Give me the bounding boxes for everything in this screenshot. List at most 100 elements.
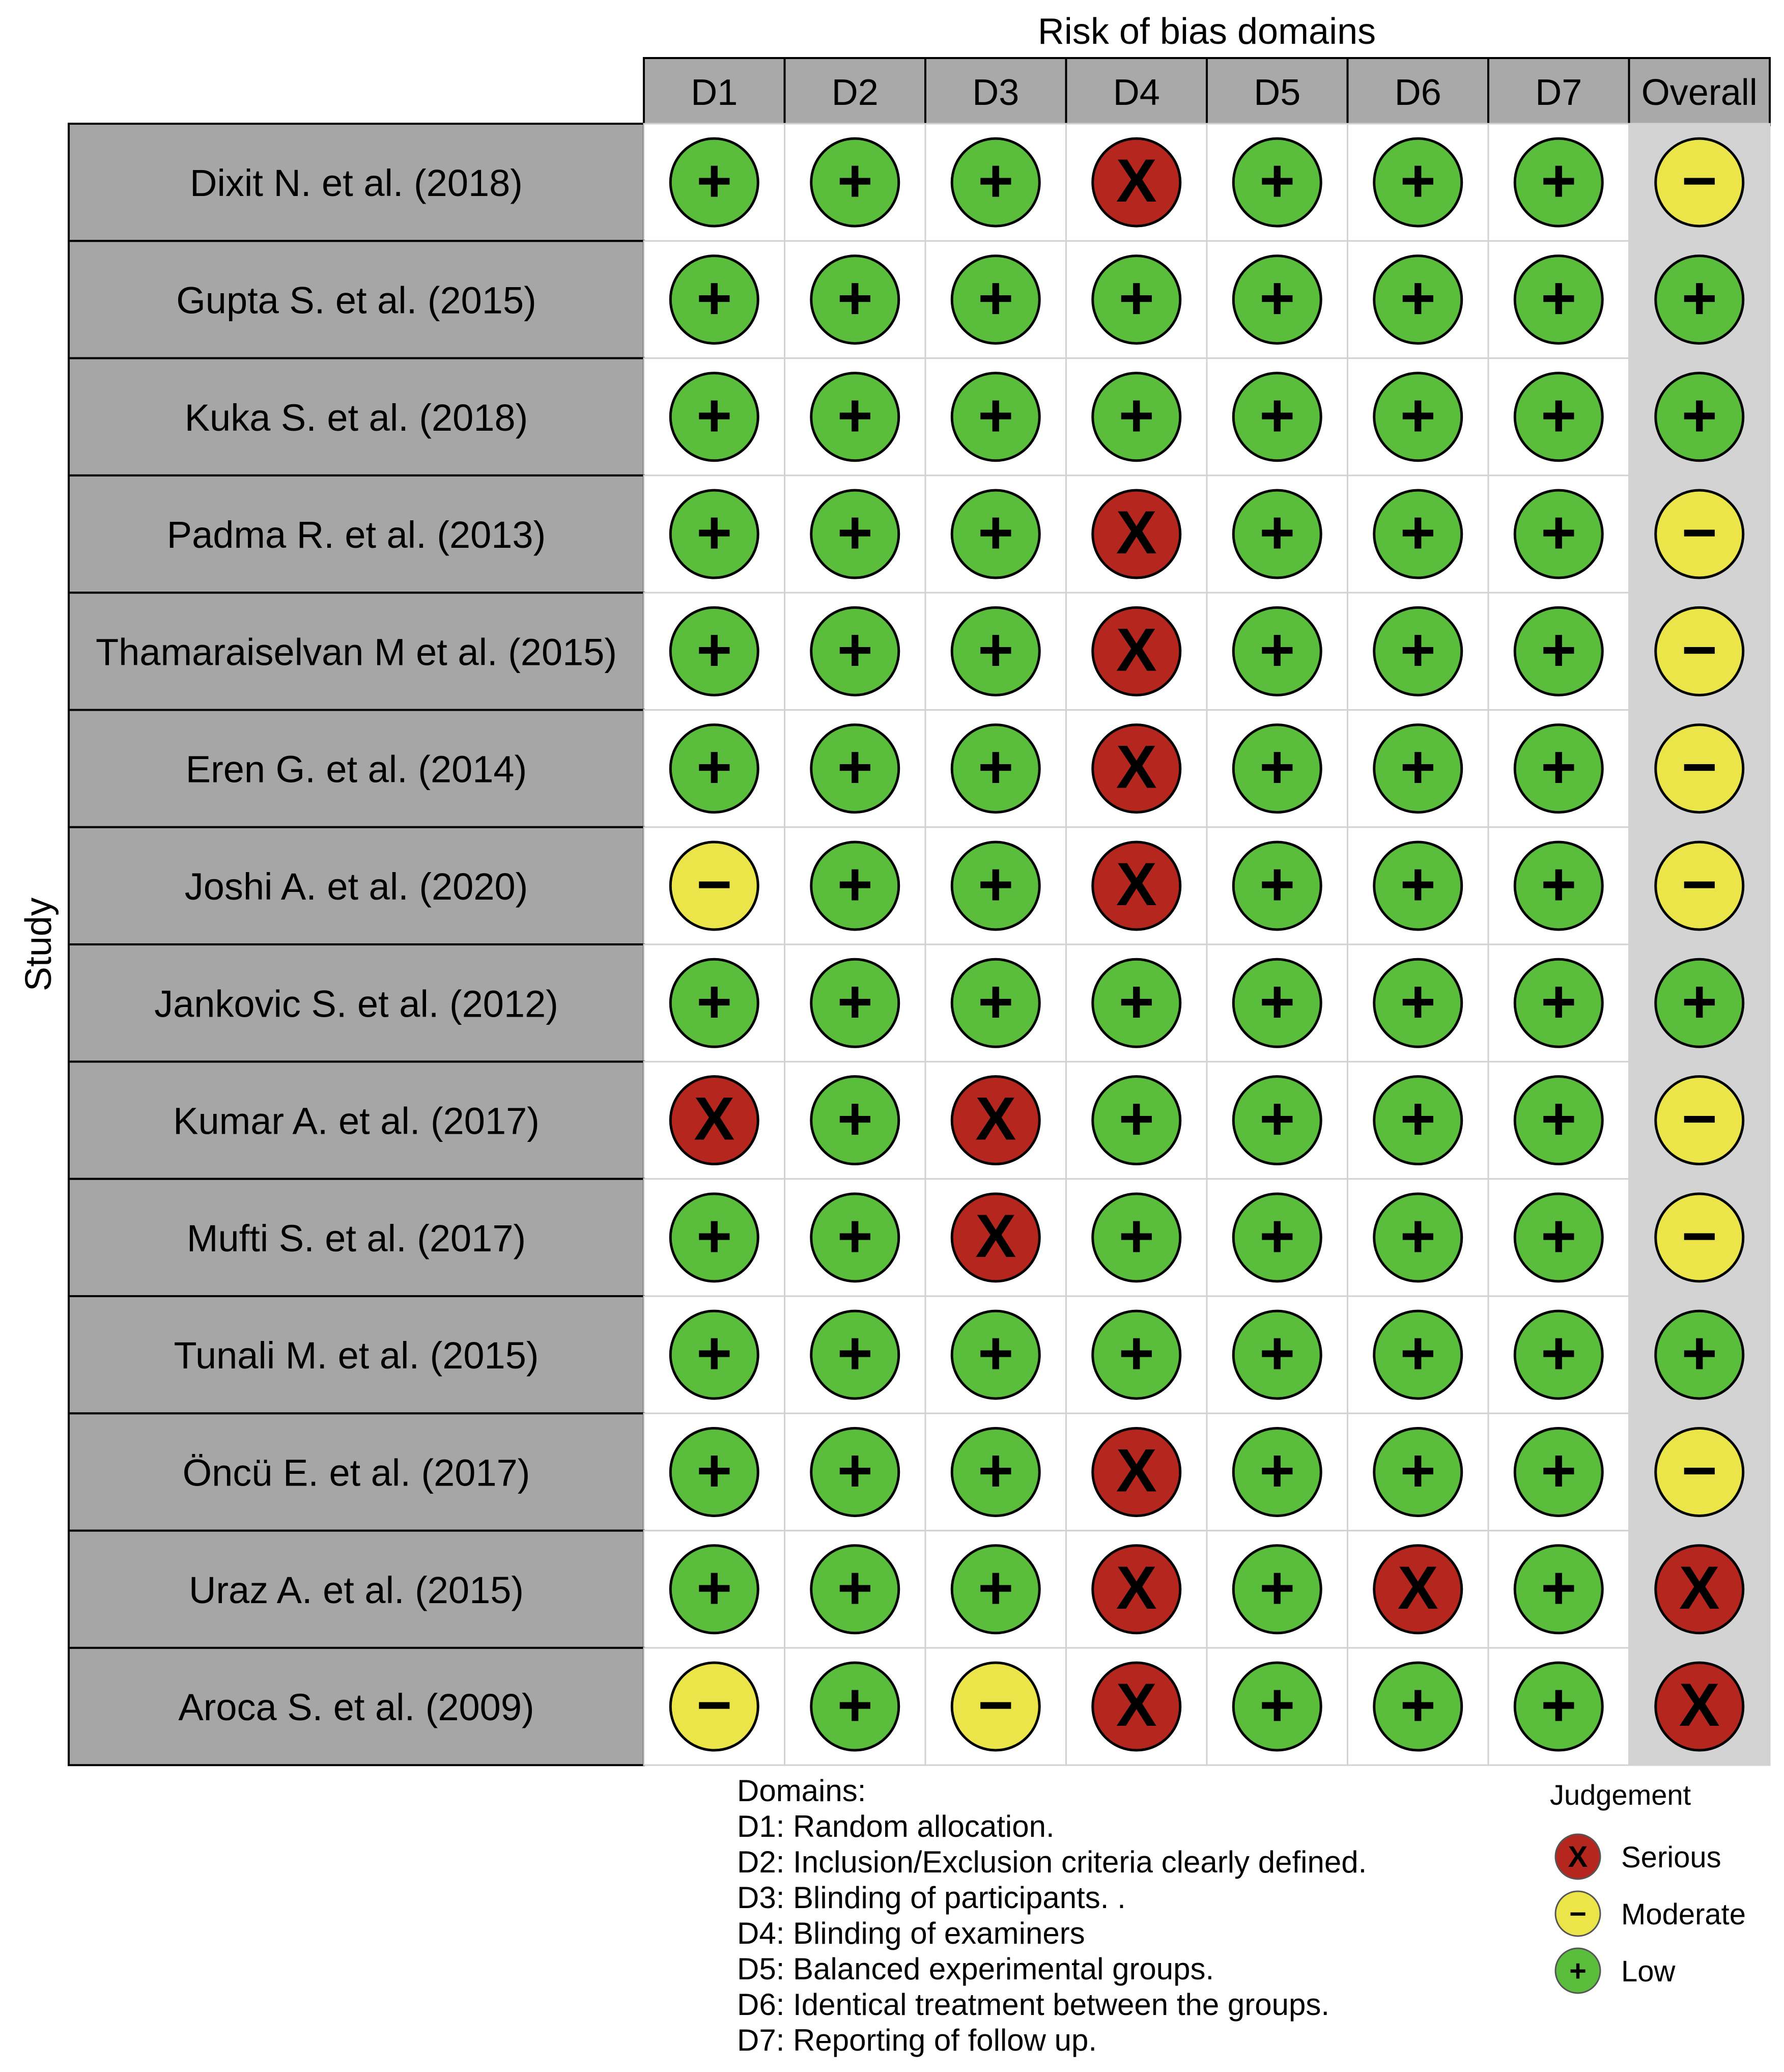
judgement-circle bbox=[810, 254, 900, 345]
judgement-symbol: + bbox=[1541, 615, 1576, 684]
judgement-symbol: + bbox=[1259, 615, 1295, 684]
judgement-circle bbox=[1373, 1544, 1463, 1635]
judgement-low-icon: + bbox=[1373, 372, 1463, 462]
judgement-circle bbox=[810, 606, 900, 696]
judgement-low-icon: + bbox=[1232, 489, 1322, 579]
legend-symbol: X bbox=[1568, 1840, 1588, 1873]
study-label: Uraz A. et al. (2015) bbox=[189, 1569, 524, 1611]
judgement-circle bbox=[1373, 723, 1463, 814]
judgement-circle bbox=[1091, 958, 1182, 1048]
judgement-low-icon: + bbox=[950, 1309, 1041, 1400]
judgement-low-icon: + bbox=[1232, 1426, 1322, 1517]
judgement-low-icon: + bbox=[1513, 372, 1604, 462]
judgement-symbol: − bbox=[696, 850, 732, 918]
legend-swatch bbox=[1554, 1947, 1601, 1994]
judgement-circle bbox=[669, 372, 759, 462]
judgement-low-icon: + bbox=[669, 1426, 759, 1517]
judgement-symbol: + bbox=[1682, 967, 1717, 1035]
judgement-low-icon: + bbox=[810, 372, 900, 462]
judgement-circle bbox=[1373, 137, 1463, 228]
judgement-circle bbox=[1091, 1309, 1182, 1400]
judgement-symbol: − bbox=[1682, 498, 1717, 567]
judgement-moderate-icon: − bbox=[669, 841, 759, 931]
judgement-low-icon: + bbox=[810, 606, 900, 696]
judgement-circle bbox=[950, 841, 1041, 931]
judgement-symbol: + bbox=[837, 1554, 873, 1622]
judgement-symbol: + bbox=[1259, 381, 1295, 450]
judgement-symbol: + bbox=[978, 1319, 1013, 1387]
study-label-box bbox=[68, 592, 645, 711]
judgement-symbol: − bbox=[1682, 615, 1717, 684]
judgement-symbol: + bbox=[1400, 1436, 1436, 1504]
judgement-circle bbox=[1091, 1661, 1182, 1752]
judgement-low-icon: + bbox=[810, 1309, 900, 1400]
judgement-serious-icon: X bbox=[1091, 606, 1182, 696]
study-label: Jankovic S. et al. (2012) bbox=[154, 983, 558, 1025]
study-label: Mufti S. et al. (2017) bbox=[187, 1217, 526, 1259]
judgement-symbol: − bbox=[1682, 1436, 1717, 1504]
legend-low-icon: + bbox=[1554, 1947, 1601, 1994]
judgement-circle bbox=[950, 1309, 1041, 1400]
judgement-circle bbox=[810, 1192, 900, 1283]
judgement-circle bbox=[950, 958, 1041, 1048]
judgement-circle bbox=[669, 1075, 759, 1166]
judgement-low-icon: + bbox=[1513, 1309, 1604, 1400]
judgement-symbol: + bbox=[1682, 264, 1717, 332]
judgement-circle bbox=[950, 1426, 1041, 1517]
judgement-circle bbox=[669, 1192, 759, 1283]
judgement-circle bbox=[810, 1075, 900, 1166]
judgement-symbol: + bbox=[1259, 733, 1295, 801]
study-label-box bbox=[68, 240, 645, 359]
judgement-symbol: + bbox=[1541, 733, 1576, 801]
judgement-symbol: + bbox=[1541, 1202, 1576, 1270]
judgement-circle bbox=[950, 372, 1041, 462]
judgement-symbol: + bbox=[1259, 850, 1295, 918]
judgement-circle bbox=[1654, 958, 1745, 1048]
judgement-circle bbox=[950, 254, 1041, 345]
column-header: D1 bbox=[691, 72, 738, 113]
judgement-circle bbox=[1232, 723, 1322, 814]
judgement-symbol: + bbox=[1400, 498, 1436, 567]
judgement-low-icon: + bbox=[1373, 137, 1463, 228]
judgement-symbol: + bbox=[837, 850, 873, 918]
judgement-circle bbox=[669, 1426, 759, 1517]
judgement-symbol: X bbox=[1116, 1671, 1157, 1739]
judgement-low-icon: + bbox=[1373, 1661, 1463, 1752]
judgement-symbol: X bbox=[975, 1085, 1016, 1153]
judgement-low-icon: + bbox=[1513, 1075, 1604, 1166]
judgement-low-icon: + bbox=[810, 1192, 900, 1283]
judgement-symbol: + bbox=[1682, 381, 1717, 450]
judgement-circle bbox=[1232, 841, 1322, 931]
judgement-circle bbox=[950, 1192, 1041, 1283]
judgement-symbol: + bbox=[837, 264, 873, 332]
judgement-symbol: + bbox=[837, 1085, 873, 1153]
legend-symbol: + bbox=[1569, 1954, 1587, 1987]
judgement-symbol: + bbox=[1400, 1202, 1436, 1270]
judgement-symbol: + bbox=[978, 264, 1013, 332]
column-header-box bbox=[643, 57, 786, 126]
judgement-circle bbox=[1373, 254, 1463, 345]
judgement-circle bbox=[1232, 1075, 1322, 1166]
judgement-low-icon: + bbox=[669, 372, 759, 462]
judgement-low-icon: + bbox=[669, 137, 759, 228]
judgement-low-icon: + bbox=[1373, 723, 1463, 814]
column-header: D2 bbox=[832, 72, 879, 113]
judgement-low-icon: + bbox=[1373, 841, 1463, 931]
judgement-low-icon: + bbox=[669, 958, 759, 1048]
judgement-low-icon: + bbox=[1091, 958, 1182, 1048]
judgement-symbol: + bbox=[696, 615, 732, 684]
judgement-low-icon: + bbox=[669, 1192, 759, 1283]
judgement-moderate-icon: − bbox=[1654, 723, 1745, 814]
study-label: Kumar A. et al. (2017) bbox=[173, 1100, 540, 1142]
legend-label: Serious bbox=[1621, 1841, 1721, 1874]
judgement-circle bbox=[669, 958, 759, 1048]
judgement-low-icon: + bbox=[810, 137, 900, 228]
judgement-symbol: X bbox=[1679, 1671, 1720, 1739]
judgement-low-icon: + bbox=[950, 1426, 1041, 1517]
judgement-low-icon: + bbox=[1654, 372, 1745, 462]
judgement-circle bbox=[1513, 1661, 1604, 1752]
judgement-low-icon: + bbox=[950, 254, 1041, 345]
judgement-low-icon: + bbox=[1091, 372, 1182, 462]
judgement-circle bbox=[669, 723, 759, 814]
